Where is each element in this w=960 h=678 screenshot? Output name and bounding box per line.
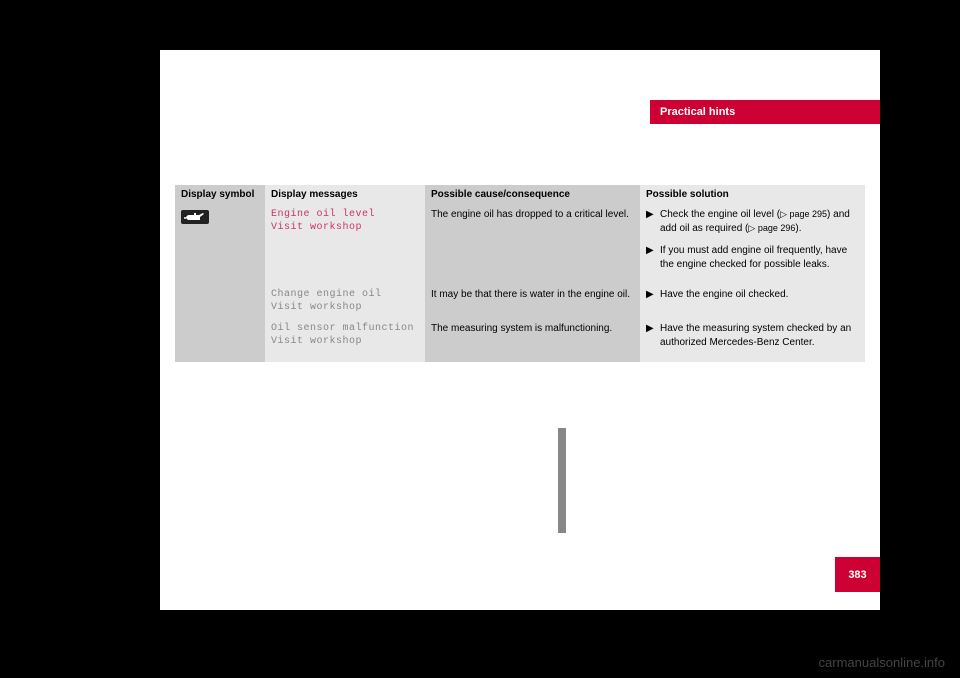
cause-cell: It may be that there is water in the eng… [425,284,640,318]
message-cell: Change engine oil Visit workshop [265,284,425,318]
solution-item: ▶ If you must add engine oil frequently,… [646,244,859,272]
solution-part: ). [795,223,801,234]
message-line2: Visit workshop [271,301,419,314]
solution-part: Check the engine oil level ( [660,209,780,220]
table-row: Engine oil level Visit workshop The engi… [175,204,865,284]
solution-item: ▶ Have the measuring system checked by a… [646,322,859,350]
bullet-icon: ▶ [646,244,660,272]
solution-item: ▶ Check the engine oil level (▷ page 295… [646,208,859,236]
page-number-box: 383 [835,557,880,592]
bullet-icon: ▶ [646,322,660,350]
messages-table: Display symbol Display messages Possible… [175,185,865,362]
bullet-icon: ▶ [646,208,660,236]
solution-text: Check the engine oil level (▷ page 295) … [660,208,859,236]
header-solution: Possible solution [640,185,865,204]
page-content: Practical hints Display symbol Display m… [160,50,880,610]
bullet-icon: ▶ [646,288,660,302]
solution-text: Have the measuring system checked by an … [660,322,859,350]
messages-table-container: Display symbol Display messages Possible… [175,185,865,362]
message-line2: Visit workshop [271,221,419,234]
symbol-cell [175,204,265,362]
cause-cell: The engine oil has dropped to a critical… [425,204,640,284]
table-row: Oil sensor malfunction Visit workshop Th… [175,318,865,362]
page-ref: ▷ page 296 [748,223,795,233]
message-cell: Oil sensor malfunction Visit workshop [265,318,425,362]
header-cause: Possible cause/consequence [425,185,640,204]
message-line1: Oil sensor malfunction [271,322,419,335]
solution-text: If you must add engine oil frequently, h… [660,244,859,272]
watermark-text: carmanualsonline.info [819,655,945,670]
solution-cell: ▶ Check the engine oil level (▷ page 295… [640,204,865,284]
table-header-row: Display symbol Display messages Possible… [175,185,865,204]
message-line1: Change engine oil [271,288,419,301]
page-ref: ▷ page 295 [780,209,827,219]
section-header-bar: Practical hints [650,100,880,124]
oil-can-icon [181,210,209,224]
header-symbol: Display symbol [175,185,265,204]
page-number: 383 [848,569,866,581]
section-header-title: Practical hints [660,106,735,118]
solution-cell: ▶ Have the engine oil checked. [640,284,865,318]
message-line1: Engine oil level [271,208,419,221]
solution-cell: ▶ Have the measuring system checked by a… [640,318,865,362]
side-tab-marker [558,428,566,533]
message-cell: Engine oil level Visit workshop [265,204,425,284]
message-line2: Visit workshop [271,335,419,348]
solution-item: ▶ Have the engine oil checked. [646,288,859,302]
solution-text: Have the engine oil checked. [660,288,859,302]
table-row: Change engine oil Visit workshop It may … [175,284,865,318]
cause-cell: The measuring system is malfunctioning. [425,318,640,362]
header-messages: Display messages [265,185,425,204]
